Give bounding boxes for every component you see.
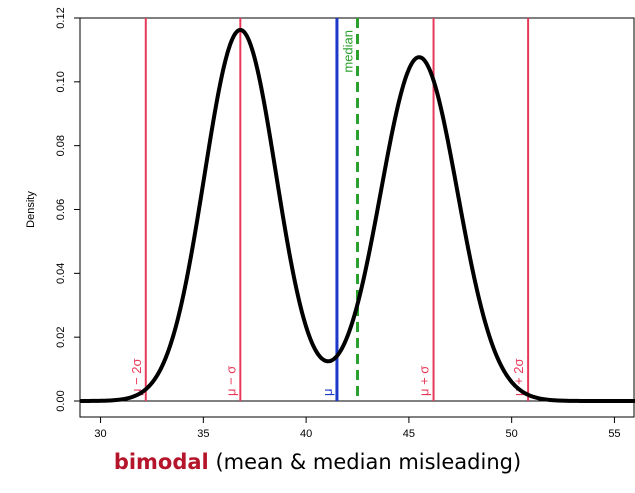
caption-accent: bimodal [113,450,209,474]
chart-caption: bimodal (mean & median misleading) [0,450,635,474]
y-tick-label: 0.06 [55,199,67,220]
x-tick-label: 40 [300,428,312,440]
y-tick-label: 0.10 [55,71,67,92]
x-tick-label: 45 [403,428,415,440]
density-curve [79,27,635,403]
x-tick-label: 55 [608,428,620,440]
caption-rest: (mean & median misleading) [215,450,522,474]
reference-line-label: median [341,30,356,73]
x-tick-label: 35 [197,428,209,440]
density-chart: 30 35 40 45 50 55 0.00 0.02 0.04 0.06 0.08 0.10 0.12… [25,7,635,440]
reference-line-label: μ − 2σ [129,358,144,396]
y-tick-label: 0.00 [55,390,67,411]
y-tick-label: 0.12 [55,7,67,28]
x-tick-label: 50 [506,428,518,440]
y-tick-label: 0.02 [55,326,67,347]
y-axis-title: Density [25,191,37,228]
reference-line-label: μ [320,389,335,397]
reference-line-label: μ + σ [417,366,432,396]
y-tick-label: 0.04 [55,263,67,284]
x-tick-label: 30 [94,428,106,440]
reference-line-label: μ − σ [223,366,238,396]
y-tick-label: 0.08 [55,135,67,156]
